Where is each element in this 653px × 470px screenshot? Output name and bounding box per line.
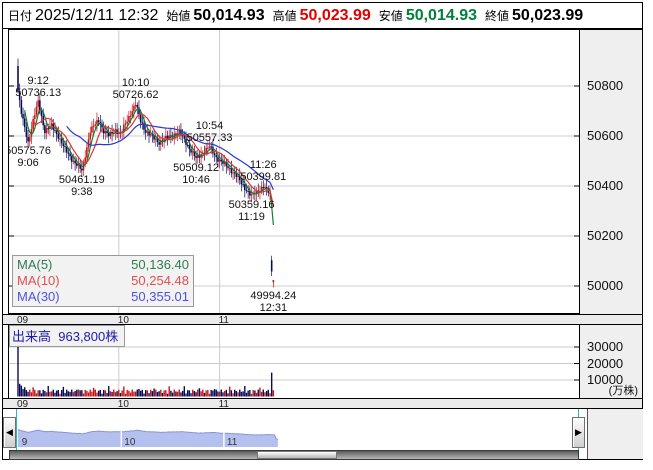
close-value: 50,023.99: [512, 6, 584, 24]
time-axis-upper: 09 10 11: [3, 314, 642, 326]
quote-header: 日付 2025/12/11 12:32 始値 50,014.93 高値 50,0…: [3, 3, 642, 29]
time-axis-lower: 09 10 11: [3, 398, 642, 410]
price-tick-label: 50600: [587, 128, 624, 143]
volume-tick-label: 10000: [587, 372, 624, 387]
ma-label: MA(30): [17, 289, 60, 304]
ma-legend-row: MA(10) 50,254.48: [17, 273, 189, 289]
open-label: 始値: [166, 9, 191, 23]
volume-value: 963,800株: [58, 329, 119, 344]
volume-tick-label: 20000: [587, 355, 624, 371]
ma-legend-row: MA(5) 50,136.40: [17, 257, 189, 273]
low-value: 50,014.93: [405, 6, 477, 24]
ma-value: 50,136.40: [131, 257, 189, 272]
hour-tick-label: 11: [218, 399, 229, 410]
volume-unit-label: (万株): [608, 385, 638, 397]
candlestick-chart: [9, 30, 579, 313]
open-value: 50,014.93: [193, 6, 265, 24]
volume-axis: 30000 20000 10000 (万株): [579, 325, 642, 398]
hour-tick-label: 09: [17, 399, 29, 410]
left-arrow-icon: ◀: [6, 427, 13, 437]
hour-tick-label: 10: [117, 399, 129, 410]
price-axis: 50800 50600 50400 50200 50000: [579, 29, 642, 314]
nav-hour-label: 11: [227, 437, 238, 448]
navigator-overview-chart[interactable]: 9 10 11: [17, 409, 573, 449]
swing-annotation: 10:10 50726.62: [112, 77, 159, 102]
hour-tick-label: 09: [17, 315, 29, 326]
volume-chart-plot: 出来高 963,800株: [8, 325, 580, 398]
ma-value: 50,254.48: [131, 273, 189, 288]
nav-hour-label: 9: [22, 437, 28, 448]
swing-annotation: 10:54 50557.33: [186, 119, 233, 144]
swing-annotation: 49994.24 12:31: [250, 290, 297, 314]
volume-label: 出来高: [12, 329, 52, 344]
swing-annotation: 11:26 50399.81: [240, 159, 287, 184]
price-tick-label: 50400: [587, 178, 624, 193]
hour-tick-label: 10: [117, 315, 129, 326]
scroll-right-button[interactable]: ▶: [572, 417, 585, 448]
volume-legend: 出来高 963,800株: [9, 325, 126, 347]
swing-annotation: 50461.19 9:38: [58, 173, 105, 198]
close-label: 終値: [485, 9, 510, 23]
navigator-right-pane: [587, 409, 643, 459]
range-marker-left: [16, 409, 17, 459]
swing-annotation: 50509.12 10:46: [173, 161, 220, 186]
ma-label: MA(5): [17, 257, 53, 272]
price-tick-label: 50200: [587, 228, 624, 243]
low-label: 安値: [378, 9, 403, 23]
nav-hour-label: 10: [124, 437, 136, 448]
ma-label: MA(10): [17, 273, 60, 288]
hour-tick-label: 11: [218, 315, 229, 326]
swing-annotation: 50575.76 9:06: [8, 145, 52, 170]
price-tick-label: 50000: [587, 278, 624, 293]
horizontal-scrollbar[interactable]: [9, 450, 579, 460]
swing-annotation: 50359.16 11:19: [228, 199, 275, 224]
price-chart-plot: 9:12 50736.13 50575.76 9:06 50461.19 9:38 10:1…: [8, 29, 580, 314]
date-label: 日付: [8, 9, 33, 23]
price-tick-label: 50800: [587, 78, 624, 93]
ma-legend: MA(5) 50,136.40 MA(10) 50,254.48 MA(30) 50,35…: [12, 255, 194, 307]
scroll-left-button[interactable]: ◀: [3, 417, 16, 448]
swing-annotation: 9:12 50736.13: [15, 74, 62, 99]
ma-legend-row: MA(30) 50,355.01: [17, 289, 189, 305]
high-value: 50,023.99: [299, 6, 371, 24]
chart-window: 日付 2025/12/11 12:32 始値 50,014.93 高値 50,0…: [2, 2, 643, 460]
date-value: 2025/12/11 12:32: [35, 6, 159, 24]
scrollbar-thumb[interactable]: [257, 451, 337, 459]
volume-tick-label: 30000: [587, 339, 624, 354]
ma-value: 50,355.01: [131, 289, 189, 304]
high-label: 高値: [272, 9, 297, 23]
navigator-zone: 9 10 11 ◀ ▶: [3, 409, 643, 460]
right-arrow-icon: ▶: [575, 427, 582, 437]
